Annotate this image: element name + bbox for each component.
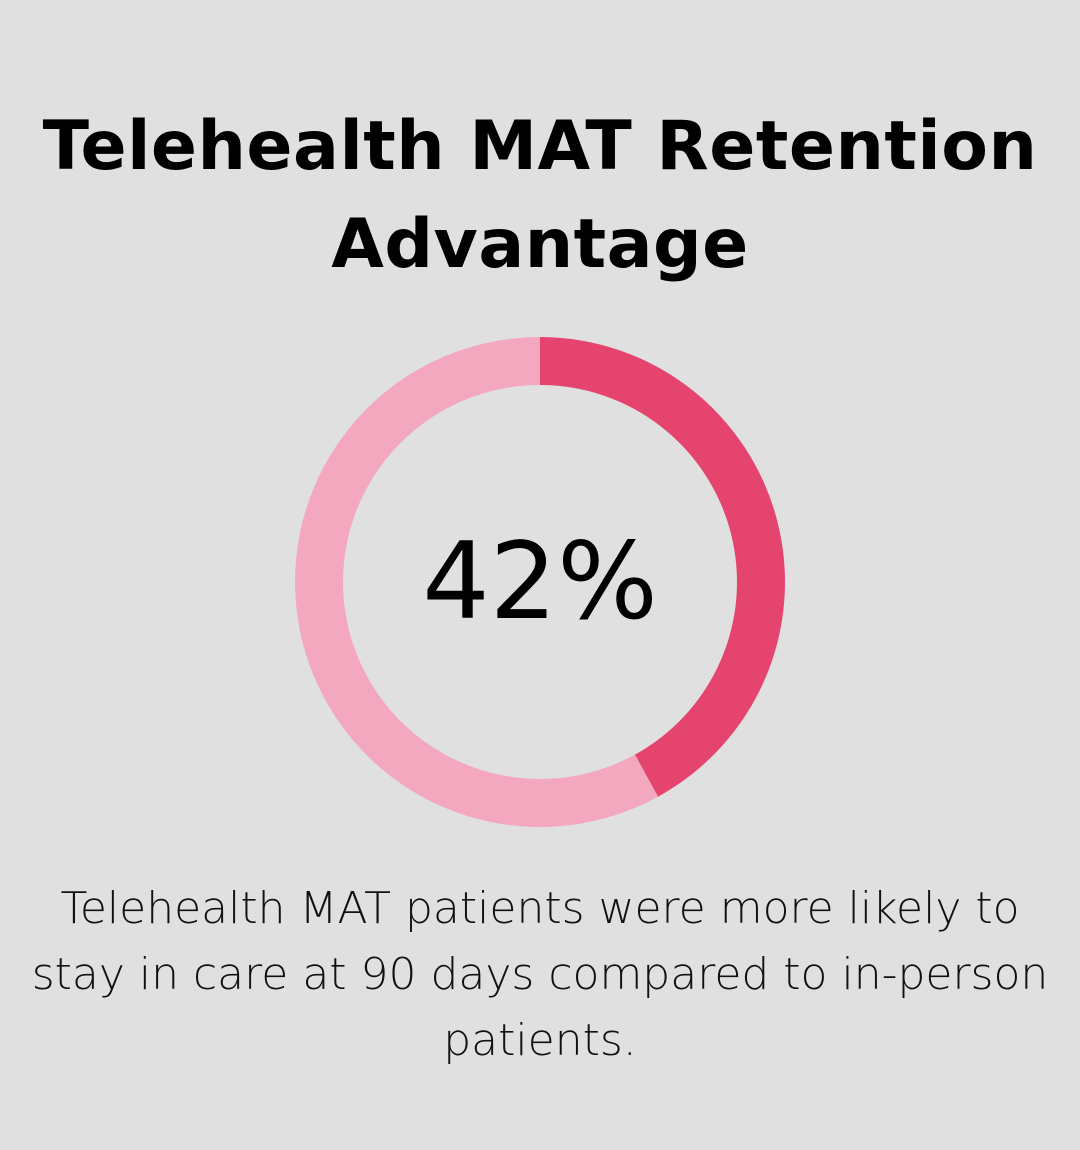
chart-title: Telehealth MAT Retention Advantage [42, 107, 1038, 284]
center-value-label: 42% [422, 520, 658, 643]
donut-slice-0 [540, 337, 785, 797]
donut-slice-1 [294, 337, 659, 827]
description-text: Telehealth MAT patients were more likely… [31, 883, 1049, 1066]
